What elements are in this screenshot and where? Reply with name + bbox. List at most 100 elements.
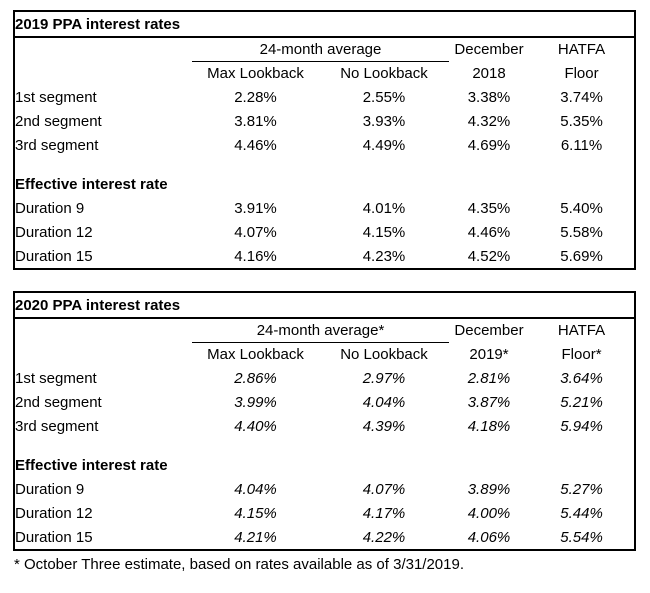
rate-value: 2.86% — [234, 369, 277, 387]
table-row-duration-9: Duration 9 3.91% 4.01% 4.35% 5.40% — [14, 196, 635, 220]
rate-value: 3.74% — [560, 88, 603, 106]
rate-value: 4.01% — [362, 199, 406, 217]
rate-value: 5.58% — [560, 223, 603, 241]
column-header-year: 2019* — [469, 345, 509, 363]
rate-value: 4.21% — [234, 528, 277, 546]
row-label: 3rd segment — [15, 417, 99, 435]
section-header: Effective interest rate — [15, 175, 168, 193]
rate-value: 6.11% — [560, 136, 603, 154]
rate-value: 4.49% — [362, 136, 406, 154]
table-row-duration-15: Duration 15 4.16% 4.23% 4.52% 5.69% — [14, 244, 635, 269]
rate-value: 4.07% — [362, 480, 406, 498]
table-title-row: 2020 PPA interest rates — [14, 292, 636, 319]
rate-value: 4.15% — [234, 504, 277, 522]
row-label: Duration 9 — [15, 480, 85, 498]
ppa-table-2019: 2019 PPA interest rates 24-month average… — [13, 10, 637, 270]
group-header-24-month-average: 24-month average* — [192, 318, 449, 343]
table-row-duration-12: Duration 12 4.07% 4.15% 4.46% 5.58% — [14, 220, 635, 244]
rate-value: 4.15% — [362, 223, 406, 241]
empty-cell — [14, 318, 192, 343]
table-title: 2019 PPA interest rates — [14, 11, 636, 38]
row-label: Duration 9 — [15, 199, 85, 217]
table-row-duration-15: Duration 15 4.21% 4.22% 4.06% 5.54% — [14, 525, 635, 550]
rate-value: 4.16% — [234, 247, 277, 265]
rate-value: 2.97% — [362, 369, 406, 387]
rate-value: 4.00% — [467, 504, 511, 522]
rate-value: 4.40% — [234, 417, 277, 435]
row-label: 2nd segment — [15, 393, 102, 411]
rate-value: 4.06% — [467, 528, 511, 546]
column-header-no-lookback: No Lookback — [340, 346, 428, 363]
row-label: Duration 12 — [15, 223, 93, 241]
rate-value: 4.39% — [362, 417, 406, 435]
row-label: 2nd segment — [15, 112, 102, 130]
rate-value: 4.46% — [234, 136, 277, 154]
table-row-1st-segment: 1st segment 2.86% 2.97% 2.81% 3.64% — [14, 366, 635, 390]
rate-value: 3.64% — [560, 369, 603, 387]
rate-value: 5.21% — [560, 393, 603, 411]
rate-value: 2.55% — [362, 88, 406, 106]
rate-value: 5.54% — [560, 528, 603, 546]
spacer-row — [14, 438, 635, 453]
rate-value: 4.07% — [234, 223, 277, 241]
rate-value: 4.32% — [467, 112, 511, 130]
rate-value: 4.52% — [467, 247, 511, 265]
rate-value: 2.81% — [467, 369, 511, 387]
empty-cell — [14, 62, 192, 86]
spacer-row — [14, 157, 635, 172]
rate-value: 4.04% — [362, 393, 406, 411]
rate-value: 5.35% — [560, 112, 603, 130]
rate-value: 4.46% — [467, 223, 511, 241]
column-header-max-lookback: Max Lookback — [207, 65, 304, 82]
rate-value: 3.38% — [467, 88, 511, 106]
group-header-row: 24-month average December HATFA — [14, 37, 635, 62]
row-label: 1st segment — [15, 369, 97, 387]
rate-value: 4.22% — [362, 528, 406, 546]
table-row-2nd-segment: 2nd segment 3.99% 4.04% 3.87% 5.21% — [14, 390, 635, 414]
footnote: * October Three estimate, based on rates… — [14, 556, 464, 573]
column-header-row: Max Lookback No Lookback 2019* Floor* — [14, 343, 635, 367]
rate-value: 4.35% — [467, 199, 511, 217]
rate-value: 3.93% — [362, 112, 406, 130]
rate-value: 3.81% — [234, 112, 277, 130]
row-label: Duration 12 — [15, 504, 93, 522]
rate-value: 4.17% — [362, 504, 406, 522]
column-header-floor: Floor* — [561, 345, 602, 363]
table-row-duration-12: Duration 12 4.15% 4.17% 4.00% 5.44% — [14, 501, 635, 525]
column-header-hatfa: HATFA — [557, 41, 606, 59]
row-label: 3rd segment — [15, 136, 99, 154]
empty-cell — [14, 438, 635, 453]
rate-value: 4.69% — [467, 136, 511, 154]
table-title-row: 2019 PPA interest rates — [14, 11, 636, 38]
column-header-no-lookback: No Lookback — [340, 65, 428, 82]
empty-cell — [14, 37, 192, 62]
table-row-2nd-segment: 2nd segment 3.81% 3.93% 4.32% 5.35% — [14, 109, 635, 133]
table-row-duration-9: Duration 9 4.04% 4.07% 3.89% 5.27% — [14, 477, 635, 501]
table-title: 2020 PPA interest rates — [14, 292, 636, 319]
section-header: Effective interest rate — [15, 456, 168, 474]
rate-value: 5.69% — [560, 247, 603, 265]
table-row-1st-segment: 1st segment 2.28% 2.55% 3.38% 3.74% — [14, 85, 635, 109]
section-header-row: Effective interest rate — [14, 172, 635, 196]
empty-cell — [14, 343, 192, 367]
rate-value: 5.94% — [560, 417, 603, 435]
ppa-table-2020: 2020 PPA interest rates 24-month average… — [13, 291, 637, 551]
rate-value: 3.89% — [467, 480, 511, 498]
group-header-row: 24-month average* December HATFA — [14, 318, 635, 343]
table-gap — [13, 270, 635, 291]
table-row-3rd-segment: 3rd segment 4.40% 4.39% 4.18% 5.94% — [14, 414, 635, 438]
column-header-floor: Floor — [564, 64, 599, 82]
section-header-row: Effective interest rate — [14, 453, 635, 477]
column-header-hatfa: HATFA — [557, 322, 606, 340]
column-header-december: December — [454, 322, 524, 340]
column-header-max-lookback: Max Lookback — [207, 346, 304, 363]
rate-value: 3.91% — [234, 199, 277, 217]
column-header-december: December — [454, 41, 524, 59]
rate-value: 3.87% — [467, 393, 511, 411]
rate-value: 3.99% — [234, 393, 277, 411]
row-label: Duration 15 — [15, 528, 93, 546]
row-label: 1st segment — [15, 88, 97, 106]
page: 2019 PPA interest rates 24-month average… — [13, 10, 637, 573]
group-header-24-month-average: 24-month average — [192, 37, 449, 62]
rate-value: 4.23% — [362, 247, 406, 265]
